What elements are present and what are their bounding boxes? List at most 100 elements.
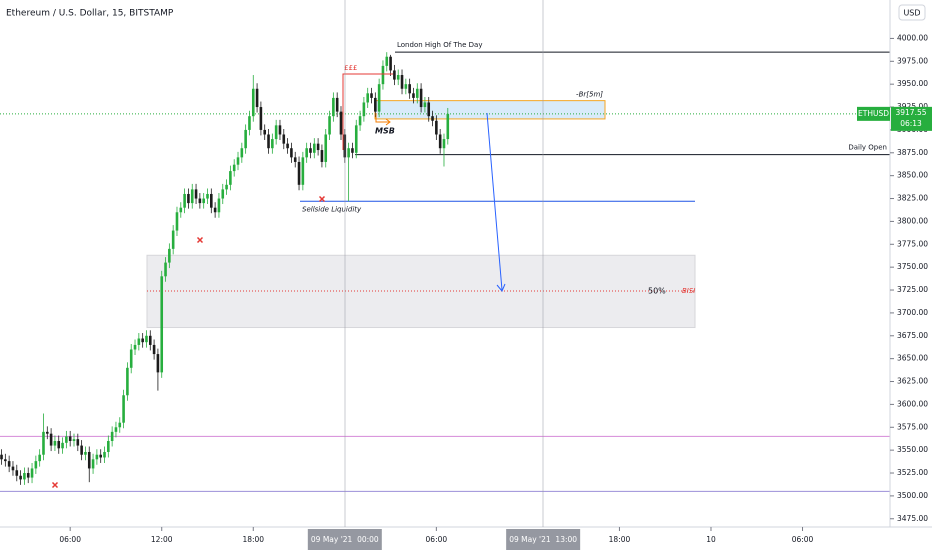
candle-body: [404, 84, 408, 89]
x-tick-label: 06:00: [59, 535, 81, 544]
candle-body: [76, 439, 80, 446]
candle-body: [271, 139, 274, 149]
candle-body: [339, 111, 343, 135]
equal-highs-line: [342, 73, 393, 150]
y-tick-label: 3950.00: [897, 79, 928, 88]
zone-label: BISI: [682, 287, 695, 295]
candle-body: [110, 431, 114, 441]
candle-body: [30, 468, 34, 478]
candle-body: [396, 75, 400, 80]
y-tick-label: 3475.00: [897, 514, 928, 523]
candle-body: [354, 125, 358, 153]
background-layer: 50% BISI -Br[5m] MSB £££ London High Of The D…: [0, 41, 890, 492]
candle-body: [393, 70, 396, 80]
candle-body: [34, 461, 38, 469]
y-tick-label: 3775.00: [897, 239, 928, 248]
candle-body: [129, 349, 133, 368]
candle-body: [91, 459, 95, 469]
y-tick-label: 3825.00: [897, 194, 928, 203]
candle-body: [366, 93, 369, 103]
candle-body: [26, 473, 30, 478]
level-label: Sellside Liquidity: [302, 205, 362, 213]
zone-mid-label: 50%: [648, 286, 666, 295]
cursor-label-box: [307, 529, 382, 550]
candle-body: [309, 148, 312, 153]
candle-body: [282, 134, 286, 144]
cursor-label: 09 May '21 13:00: [509, 535, 577, 544]
candle-body: [206, 193, 209, 199]
axis-layer: 3475.00 3500.00 3525.00 3550.00 3575.00 3600.…: [59, 33, 932, 550]
candle-body: [168, 248, 171, 263]
candle-body: [72, 439, 76, 441]
candle-body: [87, 451, 91, 469]
candle-body: [19, 475, 22, 480]
candle-body: [431, 116, 434, 121]
currency-button[interactable]: [898, 4, 926, 21]
symbol-tag-label: ETHUSD: [858, 109, 889, 118]
candle-body: [293, 157, 297, 162]
candle-body: [133, 344, 137, 350]
candle-body: [190, 189, 194, 204]
candle-body: [141, 338, 144, 343]
candle-body: [351, 148, 354, 153]
candle-body: [305, 148, 308, 158]
candle-body: [7, 461, 11, 467]
candle-body: [236, 157, 240, 165]
y-tick-label: 3875.00: [897, 148, 928, 157]
candle-body: [415, 88, 419, 98]
candle-body: [114, 427, 118, 432]
candle-body: [274, 125, 278, 140]
currency-label[interactable]: USD: [903, 9, 920, 18]
y-tick-label: 3975.00: [897, 56, 928, 65]
candle-body: [389, 56, 392, 71]
annotation-marks: [51, 195, 326, 489]
candle-body: [57, 440, 61, 449]
candle-body: [438, 134, 442, 149]
candle-body: [259, 107, 263, 130]
x-marker: [51, 481, 59, 489]
cursor-label-box: [506, 529, 581, 550]
projection-arrow: [486, 112, 503, 291]
y-tick-label: 3650.00: [897, 354, 928, 363]
y-tick-label: 3850.00: [897, 171, 928, 180]
candle-body: [362, 102, 366, 117]
x-tick-label: 06:00: [426, 535, 448, 544]
candle-body: [251, 88, 255, 117]
countdown-label: 06:13: [900, 119, 922, 128]
candle-body: [328, 116, 331, 135]
candle-body: [42, 431, 45, 455]
candle-body: [68, 436, 72, 441]
candle-body: [381, 65, 385, 85]
candle-body: [38, 454, 41, 462]
candle-body: [4, 459, 7, 462]
candle-body: [278, 125, 282, 135]
candle-body: [297, 161, 301, 185]
candle-body: [152, 344, 156, 355]
candle-body: [137, 338, 141, 345]
candle-body: [370, 93, 373, 98]
y-tick-label: 3550.00: [897, 445, 928, 454]
cursor-label: 09 May '21 00:00: [311, 535, 379, 544]
candle-body: [240, 148, 244, 158]
msb-arrow: [375, 113, 391, 126]
msb-label: MSB: [375, 127, 395, 136]
candle-body: [267, 134, 270, 149]
y-tick-label: 3575.00: [897, 422, 928, 431]
candle-body: [286, 143, 289, 149]
y-tick-label: 3500.00: [897, 491, 928, 500]
candle-body: [419, 88, 423, 108]
candle-body: [400, 75, 404, 89]
candle-body: [213, 207, 217, 213]
candle-body: [156, 354, 160, 373]
candle-body: [358, 116, 362, 126]
x-marker: [196, 236, 204, 244]
candle-body: [244, 129, 247, 149]
candle-body: [118, 422, 122, 428]
candle-body: [23, 473, 26, 480]
candle-body: [175, 212, 179, 231]
candle-body: [221, 189, 225, 199]
y-tick-label: 3700.00: [897, 308, 928, 317]
breaker-label: -Br[5m]: [576, 91, 603, 99]
y-tick-label: 3525.00: [897, 468, 928, 477]
